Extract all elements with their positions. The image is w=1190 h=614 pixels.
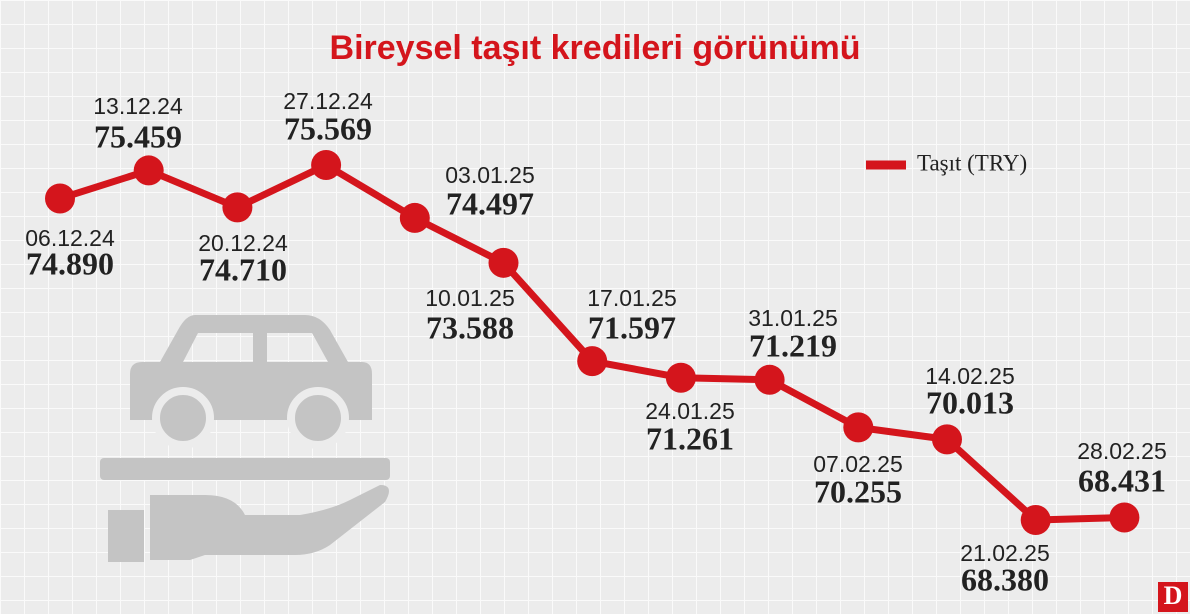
date-label: 10.01.25 [425, 285, 515, 311]
value-label: 68.431 [1078, 462, 1166, 498]
legend-label: Taşıt (TRY) [917, 150, 1027, 175]
date-label: 07.02.25 [813, 451, 903, 477]
value-label: 71.261 [646, 420, 734, 456]
date-label: 21.02.25 [960, 540, 1050, 566]
value-label: 70.013 [926, 384, 1014, 420]
value-label: 71.219 [749, 327, 837, 363]
value-label: 71.597 [588, 309, 676, 345]
data-point [488, 247, 519, 278]
date-label: 20.12.24 [198, 230, 288, 256]
logo: D [1164, 581, 1183, 610]
data-point [45, 183, 75, 214]
date-label: 24.01.25 [645, 398, 735, 424]
date-label: 06.12.24 [25, 225, 115, 251]
data-point [843, 412, 874, 443]
value-label: 74.890 [26, 245, 114, 281]
data-point [311, 150, 342, 180]
data-point [665, 362, 696, 393]
value-label: 68.380 [961, 561, 1049, 597]
date-label: 28.02.25 [1077, 438, 1167, 464]
chart-title: Bireysel taşıt kredileri görünümü [330, 29, 861, 67]
data-point [1109, 502, 1140, 533]
date-label: 14.02.25 [925, 363, 1015, 389]
data-point [222, 192, 253, 223]
date-label: 13.12.24 [93, 93, 183, 119]
date-label: 03.01.25 [445, 162, 535, 188]
value-label: 73.588 [426, 309, 514, 345]
data-point [754, 364, 785, 395]
value-label: 70.255 [814, 473, 902, 509]
value-label: 75.459 [94, 118, 182, 154]
value-label: 75.569 [284, 110, 372, 146]
car-icon [100, 315, 390, 562]
data-point [932, 424, 962, 455]
date-label: 31.01.25 [748, 305, 838, 331]
date-label: 27.12.24 [283, 88, 373, 114]
value-label: 74.497 [446, 185, 534, 221]
data-point [133, 155, 164, 186]
data-point [399, 202, 430, 233]
data-point [577, 346, 608, 377]
data-point [1020, 505, 1051, 535]
logo-box [1158, 582, 1188, 612]
date-label: 17.01.25 [587, 285, 677, 311]
value-label: 74.710 [199, 251, 287, 287]
